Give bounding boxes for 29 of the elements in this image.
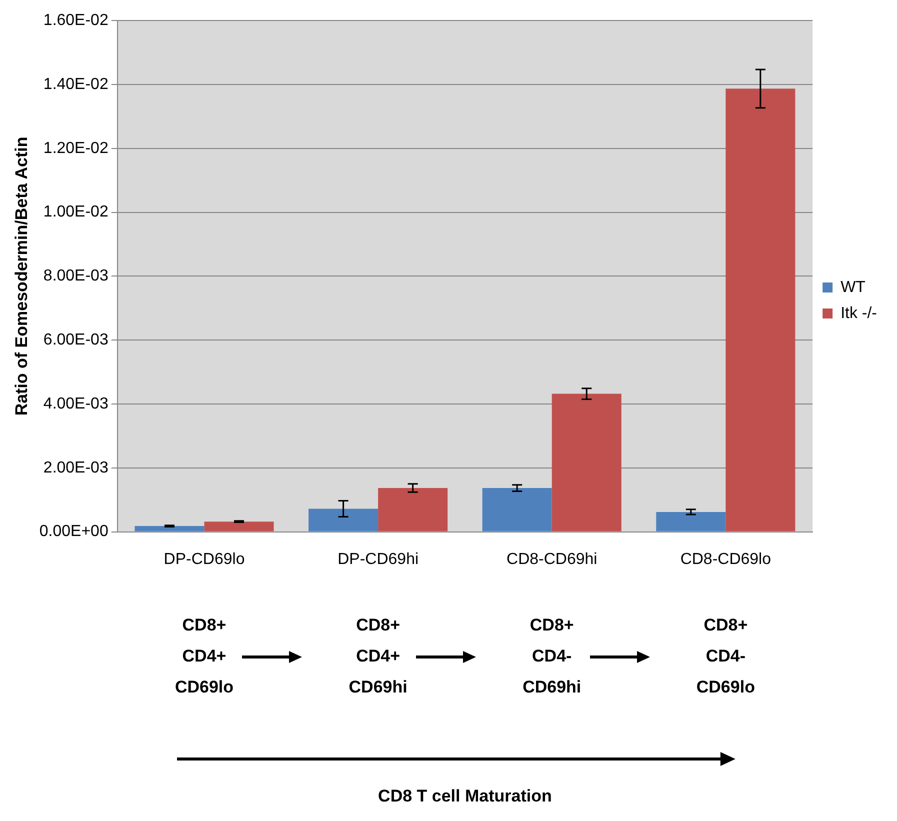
bar	[134, 526, 204, 532]
y-tick-label: 1.20E-02	[43, 140, 108, 157]
text: CD8+ CD4- CD69hi	[522, 615, 582, 696]
y-tick-label: 6.00E-03	[43, 332, 108, 349]
bar	[482, 488, 552, 532]
text: CD8+ CD4+ CD69lo	[174, 615, 234, 696]
bar	[378, 488, 448, 532]
bar	[656, 512, 726, 532]
x-tick-label: CD8-CD69lo	[680, 550, 772, 568]
y-tick-label: 2.00E-03	[43, 459, 108, 476]
y-tick-label: 4.00E-03	[43, 395, 108, 412]
legend-label: Itk -/-	[840, 304, 877, 322]
x-tick-label: DP-CD69hi	[338, 550, 419, 568]
bar	[308, 508, 378, 532]
text: CD8 T cell Maturation	[378, 786, 552, 806]
y-tick-label: 1.40E-02	[43, 76, 108, 93]
bar	[726, 88, 796, 532]
y-tick-label: 1.60E-02	[43, 12, 108, 30]
y-tick-label: 0.00E+00	[39, 523, 108, 540]
bar	[204, 522, 274, 532]
y-axis-title: Ratio of Eomesodermin/Beta Actin	[12, 136, 31, 416]
bar	[552, 394, 622, 532]
y-tick-label: 1.00E-02	[43, 204, 108, 221]
text: CD8+ CD4+ CD69hi	[348, 615, 408, 696]
legend-label: WT	[840, 278, 866, 296]
x-tick-label: DP-CD69lo	[164, 550, 245, 568]
x-tick-label: CD8-CD69hi	[506, 550, 598, 568]
text: CD8+ CD4- CD69lo	[696, 615, 755, 696]
y-tick-label: 8.00E-03	[43, 268, 108, 285]
